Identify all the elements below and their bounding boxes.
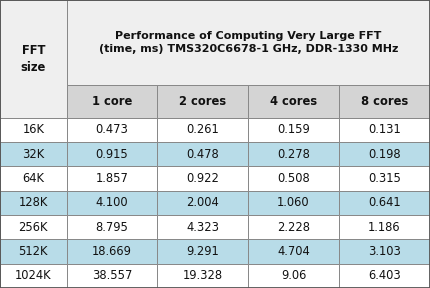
Bar: [0, 239, 67, 264]
Text: 0.915: 0.915: [95, 147, 129, 160]
Text: 1.060: 1.060: [277, 196, 310, 209]
Text: 0.641: 0.641: [368, 196, 401, 209]
Text: 2.004: 2.004: [186, 196, 219, 209]
Bar: [339, 191, 430, 215]
Text: 8 cores: 8 cores: [361, 95, 408, 108]
Text: 4.323: 4.323: [186, 221, 219, 234]
Bar: [248, 166, 339, 191]
Bar: [0, 191, 67, 215]
Bar: [248, 118, 339, 142]
Bar: [67, 118, 157, 142]
Bar: [0, 0, 67, 118]
Text: 16K: 16K: [22, 123, 44, 136]
Bar: [67, 191, 157, 215]
Text: 0.478: 0.478: [186, 147, 219, 160]
Bar: [67, 85, 157, 118]
Text: 1.186: 1.186: [368, 221, 401, 234]
Bar: [248, 215, 339, 239]
Text: 4.704: 4.704: [277, 245, 310, 258]
Text: 9.291: 9.291: [186, 245, 219, 258]
Bar: [157, 215, 248, 239]
Bar: [339, 215, 430, 239]
Bar: [339, 239, 430, 264]
Text: 128K: 128K: [18, 196, 48, 209]
Text: 18.669: 18.669: [92, 245, 132, 258]
Bar: [157, 239, 248, 264]
Bar: [339, 166, 430, 191]
Text: Performance of Computing Very Large FFT
(time, ms) TMS320C6678-1 GHz, DDR-1330 M: Performance of Computing Very Large FFT …: [98, 31, 398, 54]
Bar: [67, 264, 157, 288]
Bar: [67, 239, 157, 264]
Text: 2.228: 2.228: [277, 221, 310, 234]
Bar: [248, 191, 339, 215]
Text: 0.315: 0.315: [368, 172, 401, 185]
Text: 0.159: 0.159: [277, 123, 310, 136]
Bar: [67, 215, 157, 239]
Text: 0.131: 0.131: [368, 123, 401, 136]
Bar: [67, 0, 430, 85]
Text: 4.100: 4.100: [96, 196, 128, 209]
Bar: [157, 264, 248, 288]
Text: 8.795: 8.795: [95, 221, 129, 234]
Bar: [0, 142, 67, 166]
Text: 3.103: 3.103: [368, 245, 401, 258]
Text: 4 cores: 4 cores: [270, 95, 317, 108]
Bar: [67, 166, 157, 191]
Bar: [248, 264, 339, 288]
Bar: [0, 215, 67, 239]
Bar: [339, 85, 430, 118]
Bar: [0, 118, 67, 142]
Bar: [339, 264, 430, 288]
Text: FFT
size: FFT size: [21, 44, 46, 73]
Text: 38.557: 38.557: [92, 269, 132, 282]
Text: 2 cores: 2 cores: [179, 95, 226, 108]
Text: 1 core: 1 core: [92, 95, 132, 108]
Text: 0.508: 0.508: [277, 172, 310, 185]
Bar: [157, 85, 248, 118]
Bar: [157, 118, 248, 142]
Text: 6.403: 6.403: [368, 269, 401, 282]
Text: 512K: 512K: [18, 245, 48, 258]
Text: 1024K: 1024K: [15, 269, 52, 282]
Text: 0.261: 0.261: [186, 123, 219, 136]
Text: 0.922: 0.922: [186, 172, 219, 185]
Bar: [339, 118, 430, 142]
Text: 19.328: 19.328: [183, 269, 223, 282]
Bar: [67, 142, 157, 166]
Text: 0.473: 0.473: [95, 123, 129, 136]
Bar: [157, 142, 248, 166]
Text: 0.198: 0.198: [368, 147, 401, 160]
Text: 64K: 64K: [22, 172, 44, 185]
Bar: [157, 191, 248, 215]
Text: 256K: 256K: [18, 221, 48, 234]
Bar: [248, 142, 339, 166]
Text: 9.06: 9.06: [281, 269, 306, 282]
Bar: [339, 142, 430, 166]
Bar: [0, 166, 67, 191]
Bar: [248, 85, 339, 118]
Text: 1.857: 1.857: [95, 172, 129, 185]
Text: 0.278: 0.278: [277, 147, 310, 160]
Bar: [0, 264, 67, 288]
Bar: [248, 239, 339, 264]
Text: 32K: 32K: [22, 147, 44, 160]
Bar: [157, 166, 248, 191]
